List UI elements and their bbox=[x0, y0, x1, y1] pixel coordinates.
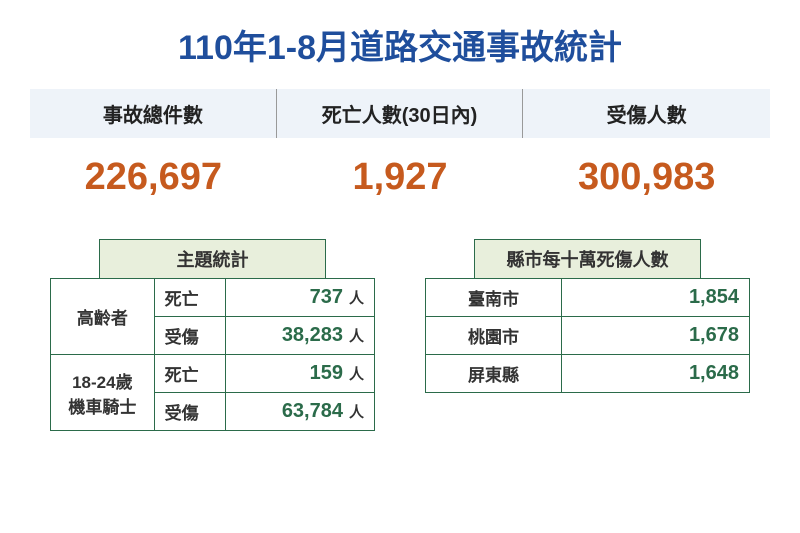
stat-label: 死亡人數(30日內) bbox=[277, 89, 524, 138]
theme-table: 高齡者 死亡 737人 受傷 38,283人 18-24歲機車騎士 死亡 159… bbox=[50, 278, 375, 431]
county-table: 臺南市 1,854 桃園市 1,678 屏東縣 1,648 bbox=[425, 278, 750, 393]
theme-table-wrapper: 主題統計 高齡者 死亡 737人 受傷 38,283人 18-24歲機車騎士 死… bbox=[50, 239, 375, 431]
stat-value: 300,983 bbox=[523, 138, 770, 209]
value-cell: 63,784人 bbox=[225, 393, 374, 431]
sub-label: 死亡 bbox=[154, 355, 225, 393]
stat-injuries: 受傷人數 300,983 bbox=[523, 89, 770, 209]
county-table-wrapper: 縣市每十萬死傷人數 臺南市 1,854 桃園市 1,678 屏東縣 1,648 bbox=[425, 239, 750, 431]
table-row: 屏東縣 1,648 bbox=[426, 355, 750, 393]
county-value: 1,648 bbox=[562, 355, 750, 393]
stat-label: 事故總件數 bbox=[30, 89, 277, 138]
sub-label: 受傷 bbox=[154, 393, 225, 431]
county-value: 1,854 bbox=[562, 279, 750, 317]
county-name: 臺南市 bbox=[426, 279, 562, 317]
stat-value: 226,697 bbox=[30, 138, 277, 209]
stat-deaths: 死亡人數(30日內) 1,927 bbox=[277, 89, 524, 209]
stat-value: 1,927 bbox=[277, 138, 524, 209]
table-row: 18-24歲機車騎士 死亡 159人 bbox=[51, 355, 375, 393]
sub-label: 受傷 bbox=[154, 317, 225, 355]
stat-label: 受傷人數 bbox=[523, 89, 770, 138]
page-title: 110年1-8月道路交通事故統計 bbox=[30, 20, 770, 69]
county-table-title: 縣市每十萬死傷人數 bbox=[474, 239, 702, 278]
summary-stats-row: 事故總件數 226,697 死亡人數(30日內) 1,927 受傷人數 300,… bbox=[30, 89, 770, 209]
sub-label: 死亡 bbox=[154, 279, 225, 317]
group-label: 高齡者 bbox=[51, 279, 155, 355]
group-label: 18-24歲機車騎士 bbox=[51, 355, 155, 431]
value-cell: 38,283人 bbox=[225, 317, 374, 355]
table-row: 桃園市 1,678 bbox=[426, 317, 750, 355]
table-row: 臺南市 1,854 bbox=[426, 279, 750, 317]
county-value: 1,678 bbox=[562, 317, 750, 355]
county-name: 桃園市 bbox=[426, 317, 562, 355]
value-cell: 159人 bbox=[225, 355, 374, 393]
county-name: 屏東縣 bbox=[426, 355, 562, 393]
table-row: 高齡者 死亡 737人 bbox=[51, 279, 375, 317]
value-cell: 737人 bbox=[225, 279, 374, 317]
stat-total-accidents: 事故總件數 226,697 bbox=[30, 89, 277, 209]
theme-table-title: 主題統計 bbox=[99, 239, 327, 278]
tables-row: 主題統計 高齡者 死亡 737人 受傷 38,283人 18-24歲機車騎士 死… bbox=[30, 239, 770, 431]
